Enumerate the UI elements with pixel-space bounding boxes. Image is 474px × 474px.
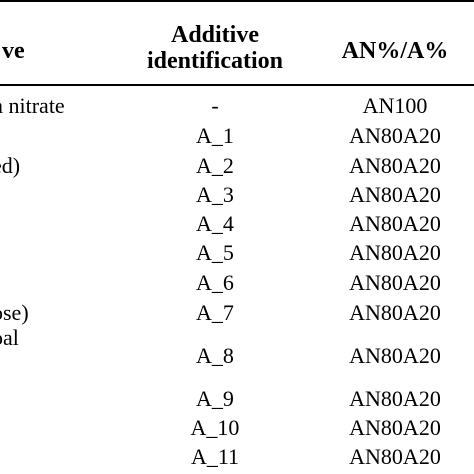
row-ratio: AN80A20 [349, 343, 441, 368]
row-ratio: AN80A20 [349, 211, 441, 236]
header-additive-name: ve [2, 38, 25, 64]
row-identification: A_8 [196, 343, 234, 368]
row-ratio: AN80A20 [349, 182, 441, 207]
row-additive-name: ose) [0, 300, 29, 325]
row-identification: A_3 [196, 182, 234, 207]
row-identification: A_7 [196, 300, 234, 325]
row-additive-name: n nitrate [0, 93, 65, 118]
row-identification: A_11 [190, 444, 240, 469]
row-identification: A_5 [196, 240, 234, 265]
row-ratio: AN80A20 [349, 415, 441, 440]
row-identification: A_2 [196, 153, 234, 178]
row-identification: A_9 [196, 386, 234, 411]
row-identification: A_4 [196, 211, 234, 236]
row-ratio: AN80A20 [349, 386, 441, 411]
row-ratio: AN80A20 [349, 270, 441, 295]
top-rule [0, 0, 474, 2]
row-ratio: AN100 [362, 93, 428, 118]
row-ratio: AN80A20 [349, 240, 441, 265]
header-identification-line1: Additive [170, 22, 259, 48]
header-rule [0, 84, 474, 86]
header-ratio: AN%/A% [341, 38, 449, 64]
row-identification: A_6 [196, 270, 234, 295]
header-identification-line2: identification [147, 48, 283, 74]
row-additive-name: ed) [0, 153, 21, 178]
row-additive-name: oal [0, 325, 19, 350]
row-identification: - [211, 93, 219, 118]
row-ratio: AN80A20 [349, 444, 441, 469]
row-identification: A_1 [196, 123, 234, 148]
row-ratio: AN80A20 [349, 300, 441, 325]
row-ratio: AN80A20 [349, 153, 441, 178]
row-ratio: AN80A20 [349, 123, 441, 148]
row-identification: A_10 [190, 415, 240, 440]
